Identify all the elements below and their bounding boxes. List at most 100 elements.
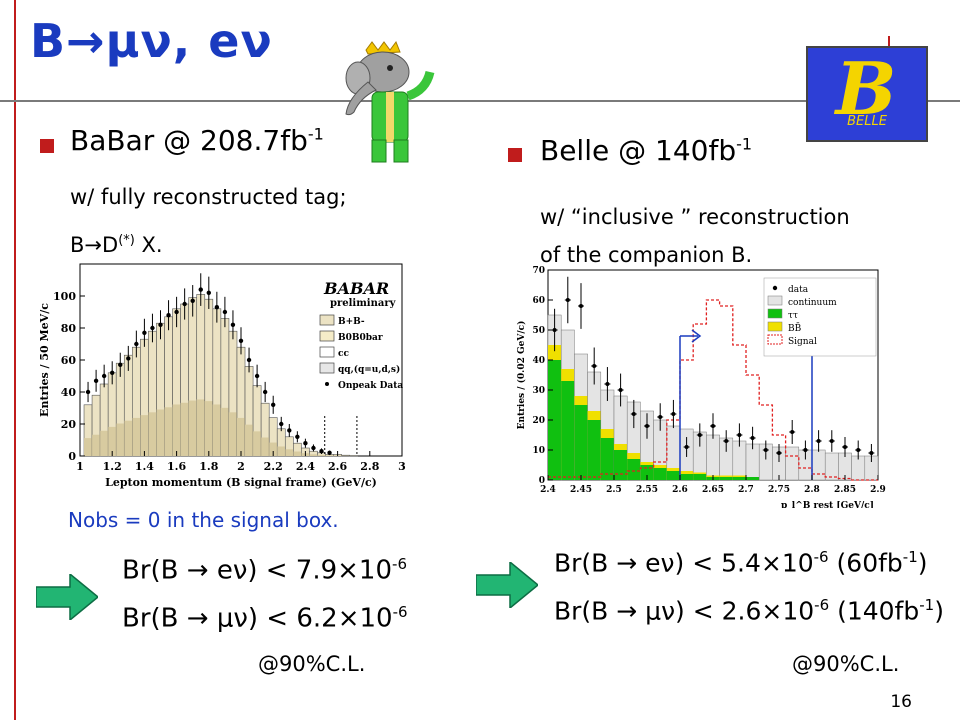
legend-swatch bbox=[767, 334, 783, 345]
data-point bbox=[724, 439, 729, 443]
belle-br-muon-tail: (140fb bbox=[829, 596, 920, 626]
data-point bbox=[158, 322, 163, 327]
legend-swatch bbox=[767, 321, 783, 332]
data-point bbox=[856, 448, 861, 452]
x-tick-label: 2.2 bbox=[264, 460, 283, 473]
data-point bbox=[142, 330, 147, 335]
mc-bar-continuum bbox=[164, 407, 173, 456]
x-tick-label: 1.8 bbox=[199, 460, 218, 473]
babar-line2-end: X. bbox=[134, 233, 163, 257]
babar-mascot-image bbox=[345, 40, 435, 163]
belle-lepton-momentum-plot: 2.4 2.45 2.5 2.55 2.6 2.65 2.7 2.75 2.8 2.85 2.9 0 1… bbox=[516, 266, 886, 508]
data-point bbox=[110, 370, 115, 375]
mc-bar-continuum bbox=[188, 400, 197, 456]
tautau-bar bbox=[614, 450, 628, 480]
legend-label: continuum bbox=[788, 298, 837, 308]
x-tick-label: 2.7 bbox=[738, 485, 754, 495]
data-point bbox=[869, 451, 874, 455]
arrow-right-icon bbox=[476, 562, 538, 608]
data-point bbox=[645, 424, 649, 428]
belle-br-electron-sup: -6 bbox=[813, 548, 829, 566]
babar-br-electron: Br(B → eν) < 7.9×10-6 bbox=[122, 555, 407, 586]
bullet-marker bbox=[508, 148, 522, 162]
x-tick-label: 2.4 bbox=[296, 460, 315, 473]
data-point bbox=[737, 433, 742, 437]
svg-text:B: B bbox=[834, 48, 897, 131]
data-point bbox=[182, 301, 187, 307]
x-tick-label: 2.8 bbox=[360, 460, 379, 473]
belle-logo: B BELLE bbox=[806, 46, 928, 142]
belle-cl: @90%C.L. bbox=[792, 652, 900, 676]
belle-br-muon-close: ) bbox=[934, 596, 944, 626]
x-tick-label: 2.55 bbox=[636, 485, 658, 495]
belle-logo-image: B bbox=[808, 46, 926, 140]
legend-label: Signal bbox=[788, 337, 817, 347]
data-point bbox=[101, 373, 107, 379]
belle-heading-text: Belle @ 140fb bbox=[540, 134, 737, 167]
continuum-bar bbox=[732, 440, 747, 481]
mc-bar-continuum bbox=[148, 412, 157, 456]
data-point bbox=[190, 298, 195, 303]
babar-heading-text: BaBar @ 208.7fb bbox=[70, 124, 308, 157]
slide-frame-left bbox=[14, 0, 16, 720]
x-tick-label: 2.8 bbox=[804, 485, 820, 495]
tautau-bar bbox=[653, 468, 667, 480]
data-point bbox=[565, 298, 570, 302]
mc-bar-continuum bbox=[204, 401, 213, 456]
data-point bbox=[803, 448, 808, 452]
legend-label: data bbox=[788, 285, 809, 295]
arrow-right-icon bbox=[36, 574, 98, 620]
belle-line2: of the companion B. bbox=[540, 243, 753, 267]
data-point bbox=[750, 436, 755, 440]
data-point bbox=[711, 424, 715, 428]
legend-swatch bbox=[319, 330, 335, 342]
x-tick-label: 2.75 bbox=[768, 485, 790, 495]
legend-label: ττ bbox=[788, 311, 798, 321]
legend-label: BB̄ bbox=[788, 322, 802, 334]
mc-bar-continuum bbox=[245, 424, 254, 456]
experiment-label: BABAR bbox=[323, 279, 389, 298]
x-tick-label: 2 bbox=[237, 460, 245, 473]
belle-br-muon-sup: -6 bbox=[814, 596, 830, 614]
continuum-bar bbox=[824, 452, 839, 481]
bullet-marker bbox=[40, 139, 54, 153]
legend-swatch bbox=[767, 308, 783, 319]
tautau-bar bbox=[666, 471, 680, 480]
continuum-bar bbox=[745, 443, 760, 481]
mc-bar-continuum bbox=[285, 449, 294, 456]
babar-br-muon-sup: -6 bbox=[392, 603, 408, 621]
data-point bbox=[126, 356, 131, 361]
data-point bbox=[118, 362, 123, 367]
x-tick-label: 1 bbox=[76, 460, 84, 473]
data-point bbox=[150, 325, 155, 331]
x-tick-label: 1.4 bbox=[135, 460, 154, 473]
mc-bar-continuum bbox=[108, 426, 117, 456]
belle-br-electron-tail-sup: -1 bbox=[902, 548, 918, 566]
data-point bbox=[592, 364, 597, 368]
belle-br-electron-text: Br(B → eν) < 5.4×10 bbox=[554, 548, 814, 578]
legend-swatch bbox=[319, 346, 335, 358]
data-point bbox=[605, 382, 610, 386]
y-tick-label: 70 bbox=[532, 266, 545, 276]
tautau-bar bbox=[600, 438, 614, 480]
x-tick-label: 2.65 bbox=[702, 485, 724, 495]
data-point bbox=[166, 313, 171, 318]
y-axis-label: Entries / 50 MeV/c bbox=[38, 303, 51, 417]
legend-label: cc bbox=[338, 349, 349, 359]
y-tick-label: 0 bbox=[539, 476, 545, 486]
y-tick-label: 40 bbox=[61, 386, 77, 399]
continuum-bar bbox=[811, 449, 826, 481]
mc-bar-continuum bbox=[212, 404, 221, 456]
tautau-bar bbox=[693, 474, 707, 480]
mc-bar-continuum bbox=[253, 431, 262, 456]
y-tick-label: 80 bbox=[61, 322, 77, 335]
data-point bbox=[262, 389, 268, 395]
legend-swatch bbox=[772, 285, 778, 291]
data-point bbox=[829, 439, 834, 443]
data-point bbox=[684, 445, 689, 449]
y-tick-label: 20 bbox=[61, 418, 77, 431]
mc-bar-continuum bbox=[228, 412, 237, 456]
tautau-bar bbox=[574, 405, 588, 480]
page-number: 16 bbox=[890, 692, 912, 712]
babar-line2-text: B→D bbox=[70, 233, 119, 257]
